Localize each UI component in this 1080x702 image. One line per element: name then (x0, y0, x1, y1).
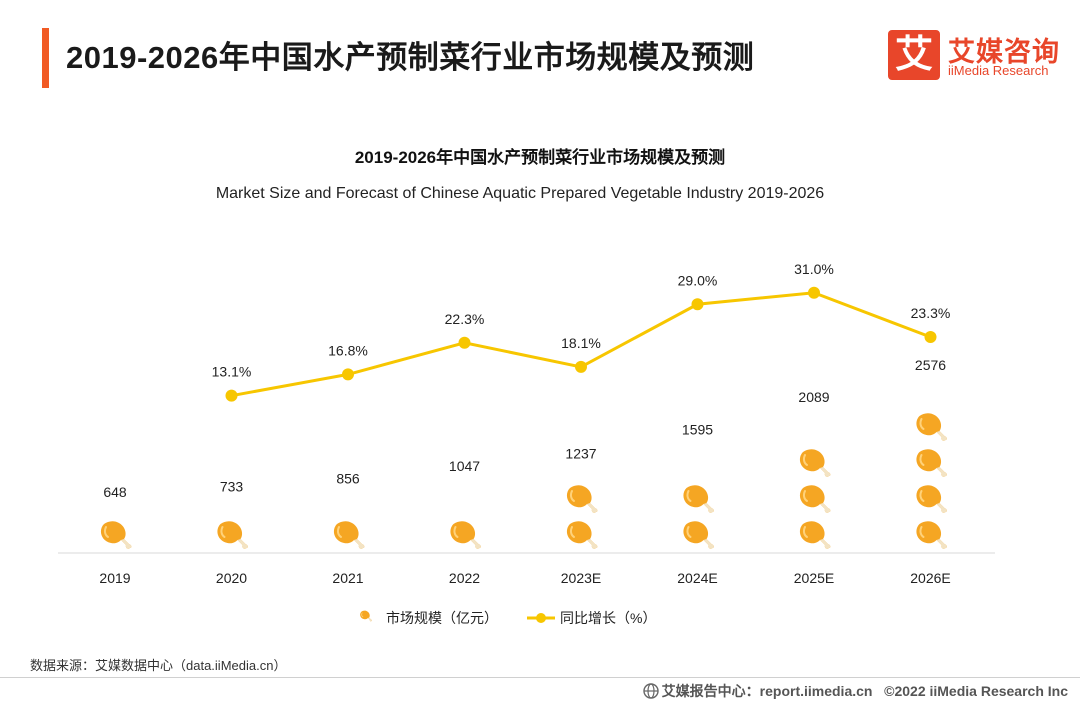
drumstick-icon (216, 520, 249, 550)
growth-marker (808, 286, 820, 299)
logo-name-cn: 艾媒咨询 (948, 37, 1060, 67)
chart-subtitle: Market Size and Forecast of Chinese Aqua… (216, 185, 824, 202)
bar-2023E: 1237 (565, 445, 599, 550)
drumstick-icon (682, 520, 715, 550)
growth-point-2023E: 18.1% (561, 335, 601, 373)
drumstick-icon-partial (449, 484, 482, 514)
drumstick-icon (798, 448, 832, 478)
growth-point-2024E: 29.0% (678, 272, 718, 311)
bar-value-label: 733 (220, 479, 244, 495)
growth-marker (691, 298, 704, 311)
legend-item-market-size: 市场规模（亿元） (359, 610, 498, 626)
title-accent-bar (42, 28, 49, 88)
bar-value-label: 2089 (798, 389, 829, 405)
drumstick-icon (915, 448, 948, 478)
drumstick-icon (798, 520, 832, 550)
x-tick-label: 2023E (561, 570, 601, 586)
logo-name-en: iiMedia Research (948, 63, 1049, 78)
logo-mark: 艾 (888, 30, 940, 80)
x-tick-label: 2022 (449, 570, 480, 586)
growth-value-label: 16.8% (328, 342, 368, 358)
growth-value-label: 13.1% (212, 364, 252, 380)
copyright: ©2022 iiMedia Research Inc (884, 683, 1068, 699)
x-tick-label: 2020 (216, 570, 247, 586)
growth-point-2026E: 23.3% (911, 305, 951, 344)
drumstick-icon (565, 484, 599, 514)
data-source: 数据来源：艾媒数据中心（data.iiMedia.cn） (30, 658, 287, 673)
footer-divider (0, 677, 1080, 678)
chart-title: 2019-2026年中国水产预制菜行业市场规模及预测 (355, 147, 725, 167)
legend-drumstick-icon (359, 610, 373, 622)
drumstick-icon (565, 520, 599, 550)
drumstick-icon (449, 520, 482, 550)
drumstick-icon (99, 520, 133, 550)
bar-value-label: 1237 (565, 445, 596, 461)
growth-marker (225, 389, 238, 402)
legend-item-growth: 同比增长（%） (527, 610, 656, 626)
bar-2025E: 2089 (798, 389, 832, 550)
page-title: 2019-2026年中国水产预制菜行业市场规模及预测 (66, 40, 755, 75)
growth-point-2021: 16.8% (328, 342, 368, 381)
drumstick-icon (915, 484, 948, 514)
growth-value-label: 29.0% (678, 272, 718, 288)
legend-label: 同比增长（%） (560, 610, 656, 626)
legend-label: 市场规模（亿元） (386, 610, 498, 626)
growth-marker (575, 360, 587, 373)
bar-2021: 856 (332, 470, 366, 550)
legend-marker-icon (536, 613, 546, 623)
drumstick-icon-partial (915, 382, 948, 406)
bar-2020: 733 (216, 479, 249, 550)
bar-value-label: 648 (103, 484, 127, 500)
drumstick-icon (915, 520, 948, 550)
growth-marker (458, 336, 471, 349)
footer-credits: 艾媒报告中心：report.iimedia.cn ©2022 iiMedia R… (642, 681, 1068, 701)
drumstick-icon (332, 520, 366, 550)
growth-point-2025E: 31.0% (794, 261, 834, 299)
bar-value-label: 1047 (449, 458, 480, 474)
drumstick-icon-partial (798, 415, 832, 442)
drumstick-icon (682, 484, 715, 514)
growth-value-label: 18.1% (561, 335, 601, 351)
growth-value-label: 31.0% (794, 261, 834, 277)
x-tick-label: 2026E (910, 570, 950, 586)
drumstick-icon (798, 484, 832, 514)
growth-point-2022: 22.3% (445, 311, 485, 349)
growth-marker (342, 368, 354, 381)
growth-point-2020: 13.1% (212, 364, 252, 402)
iimedia-logo[interactable]: 艾 艾媒咨询 iiMedia Research (888, 30, 1068, 82)
bar-value-label: 1595 (682, 422, 713, 438)
bar-2019: 648 (99, 484, 133, 550)
drumstick-icon-partial (682, 448, 715, 478)
growth-marker (924, 331, 937, 344)
growth-value-label: 23.3% (911, 305, 951, 321)
bar-value-label: 856 (336, 470, 360, 486)
bar-value-label: 2576 (915, 357, 946, 373)
x-tick-label: 2021 (332, 570, 363, 586)
x-tick-label: 2025E (794, 570, 834, 586)
bar-2026E: 2576 (915, 357, 948, 550)
growth-value-label: 22.3% (445, 311, 485, 327)
bar-2024E: 1595 (682, 422, 715, 550)
x-tick-label: 2019 (99, 570, 130, 586)
chart-legend: 市场规模（亿元） 同比增长（%） (359, 610, 656, 626)
x-tick-label: 2024E (677, 570, 717, 586)
globe-icon (642, 683, 659, 699)
bar-2022: 1047 (449, 458, 482, 550)
drumstick-icon-partial (332, 496, 366, 514)
drumstick-icon (915, 412, 948, 442)
report-center-link[interactable]: 艾媒报告中心：report.iimedia.cn (661, 683, 873, 699)
